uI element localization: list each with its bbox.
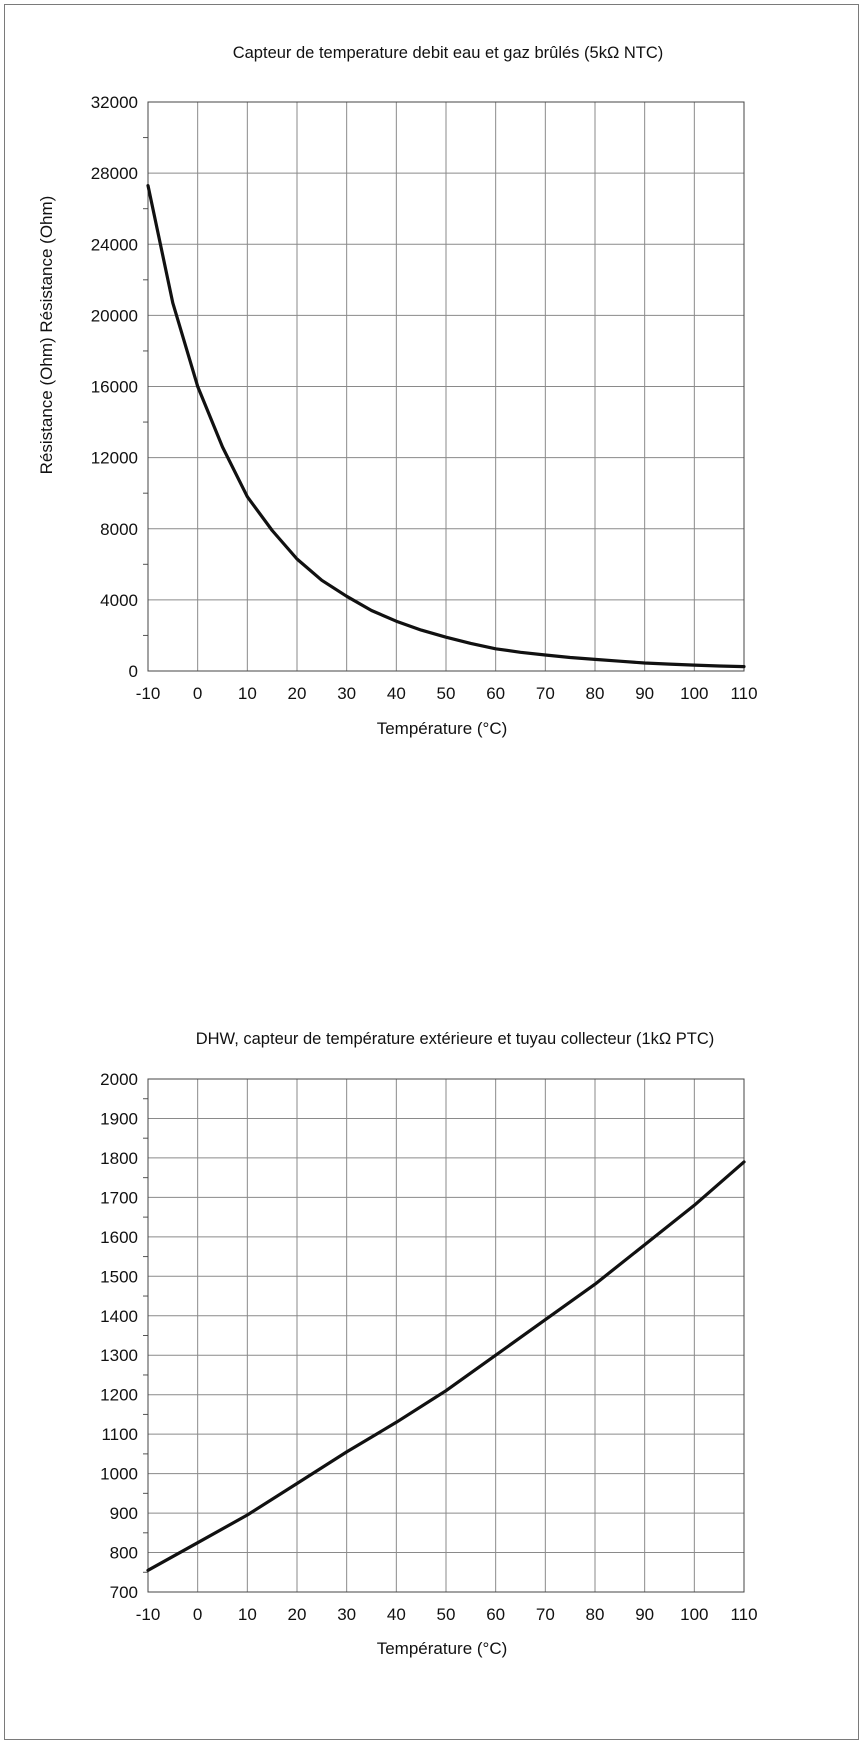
chart-ptc-xlabel: Température (°C) <box>377 1639 508 1658</box>
chart-ptc-x-tick-label: 40 <box>387 1605 406 1624</box>
chart-ntc-y-tick-label: 32000 <box>91 93 138 112</box>
chart-ptc-title: DHW, capteur de température extérieure e… <box>196 1030 715 1048</box>
chart-ntc-ticks: -10 0 10 20 30 40 50 60 70 80 90 100 110 0 4000 8000 120… <box>91 93 758 703</box>
chart-ntc-y-tick-label: 20000 <box>91 306 138 325</box>
chart-ntc-xlabel: Température (°C) <box>377 719 508 738</box>
chart-ptc-y-tick-label: 1600 <box>100 1228 138 1247</box>
chart-ntc-x-tick-label: 20 <box>288 684 307 703</box>
chart-ptc-grid <box>143 1078 745 1593</box>
chart-ntc-x-tick-label: 40 <box>387 684 406 703</box>
chart-ptc-x-tick-label: 20 <box>288 1605 307 1624</box>
chart-ptc-lines <box>146 1160 746 1572</box>
chart-ntc-series-line <box>146 184 746 669</box>
chart-ptc-x-tick-label: 0 <box>193 1605 202 1624</box>
chart-ptc-y-tick-label: 1100 <box>101 1425 138 1444</box>
chart-ntc-y-tick-label: 24000 <box>91 235 138 254</box>
chart-ntc-lines <box>146 184 746 669</box>
chart-ntc-y-tick-label: 28000 <box>91 164 138 183</box>
chart-ptc-x-tick-label: 70 <box>536 1605 555 1624</box>
chart-ptc-x-tick-label: 100 <box>680 1605 708 1624</box>
chart-ntc-grid <box>143 101 745 672</box>
chart-ptc-x-tick-label: -10 <box>136 1605 161 1624</box>
chart-ptc-y-tick-label: 900 <box>110 1504 138 1523</box>
chart-ntc-x-tick-label: 70 <box>536 684 555 703</box>
chart-ptc-y-tick-label: 1400 <box>100 1307 138 1326</box>
chart-ptc-y-tick-label: 2000 <box>100 1070 138 1089</box>
chart-ntc-x-tick-label: 80 <box>586 684 605 703</box>
chart-ptc-x-tick-label: 80 <box>586 1605 605 1624</box>
chart-ptc-y-tick-label: 1500 <box>100 1267 138 1286</box>
chart-ntc-x-tick-label: 50 <box>437 684 456 703</box>
chart-ptc-x-tick-label: 60 <box>486 1605 505 1624</box>
page-frame <box>4 4 859 1740</box>
chart-ntc-x-tick-label: 90 <box>635 684 654 703</box>
chart-ntc-x-tick-label: 10 <box>238 684 257 703</box>
chart-ptc: DHW, capteur de température extérieure e… <box>100 1030 757 1658</box>
chart-ntc-ylabel: Résistance (Ohm) Résistance (Ohm) <box>37 196 56 475</box>
chart-ptc-y-tick-label: 1700 <box>100 1188 138 1207</box>
chart-ptc-y-tick-label: 800 <box>110 1544 138 1563</box>
chart-ptc-plot-border <box>147 1078 745 1593</box>
chart-ntc-y-tick-label: 0 <box>129 662 138 681</box>
chart-ptc-x-tick-label: 50 <box>437 1605 456 1624</box>
chart-ptc-y-tick-label: 700 <box>110 1583 138 1602</box>
chart-ntc-y-tick-label: 12000 <box>91 449 138 468</box>
chart-ntc-x-tick-label: 110 <box>730 684 757 703</box>
chart-ntc-y-tick-label: 16000 <box>91 378 138 397</box>
chart-ptc-y-tick-label: 1200 <box>100 1386 138 1405</box>
chart-ntc-y-tick-label: 4000 <box>100 591 138 610</box>
chart-ptc-ticks: -10 0 10 20 30 40 50 60 70 80 90 100 110 700 800 900 100… <box>100 1070 757 1624</box>
chart-ntc-x-tick-label: 60 <box>486 684 505 703</box>
chart-ptc-x-tick-label: 110 <box>730 1605 757 1624</box>
chart-ntc-y-tick-label: 8000 <box>100 520 138 539</box>
chart-ntc-plot-border <box>147 101 745 672</box>
chart-ptc-y-tick-label: 1300 <box>100 1346 138 1365</box>
chart-ptc-x-tick-label: 10 <box>238 1605 257 1624</box>
chart-ntc-x-tick-label: 30 <box>337 684 356 703</box>
chart-ntc-x-tick-label: 100 <box>680 684 708 703</box>
chart-ptc-y-tick-label: 1000 <box>100 1465 138 1484</box>
chart-ptc-series-line <box>146 1160 746 1572</box>
chart-ptc-x-tick-label: 30 <box>337 1605 356 1624</box>
chart-ntc-title: Capteur de temperature debit eau et gaz … <box>233 44 664 62</box>
chart-ntc-x-tick-label: -10 <box>136 684 161 703</box>
chart-ptc-x-tick-label: 90 <box>635 1605 654 1624</box>
chart-ntc-x-tick-label: 0 <box>193 684 202 703</box>
chart-ptc-y-tick-label: 1900 <box>100 1109 138 1128</box>
chart-ntc: Capteur de temperature debit eau et gaz … <box>37 44 758 738</box>
chart-ptc-y-tick-label: 1800 <box>100 1149 138 1168</box>
